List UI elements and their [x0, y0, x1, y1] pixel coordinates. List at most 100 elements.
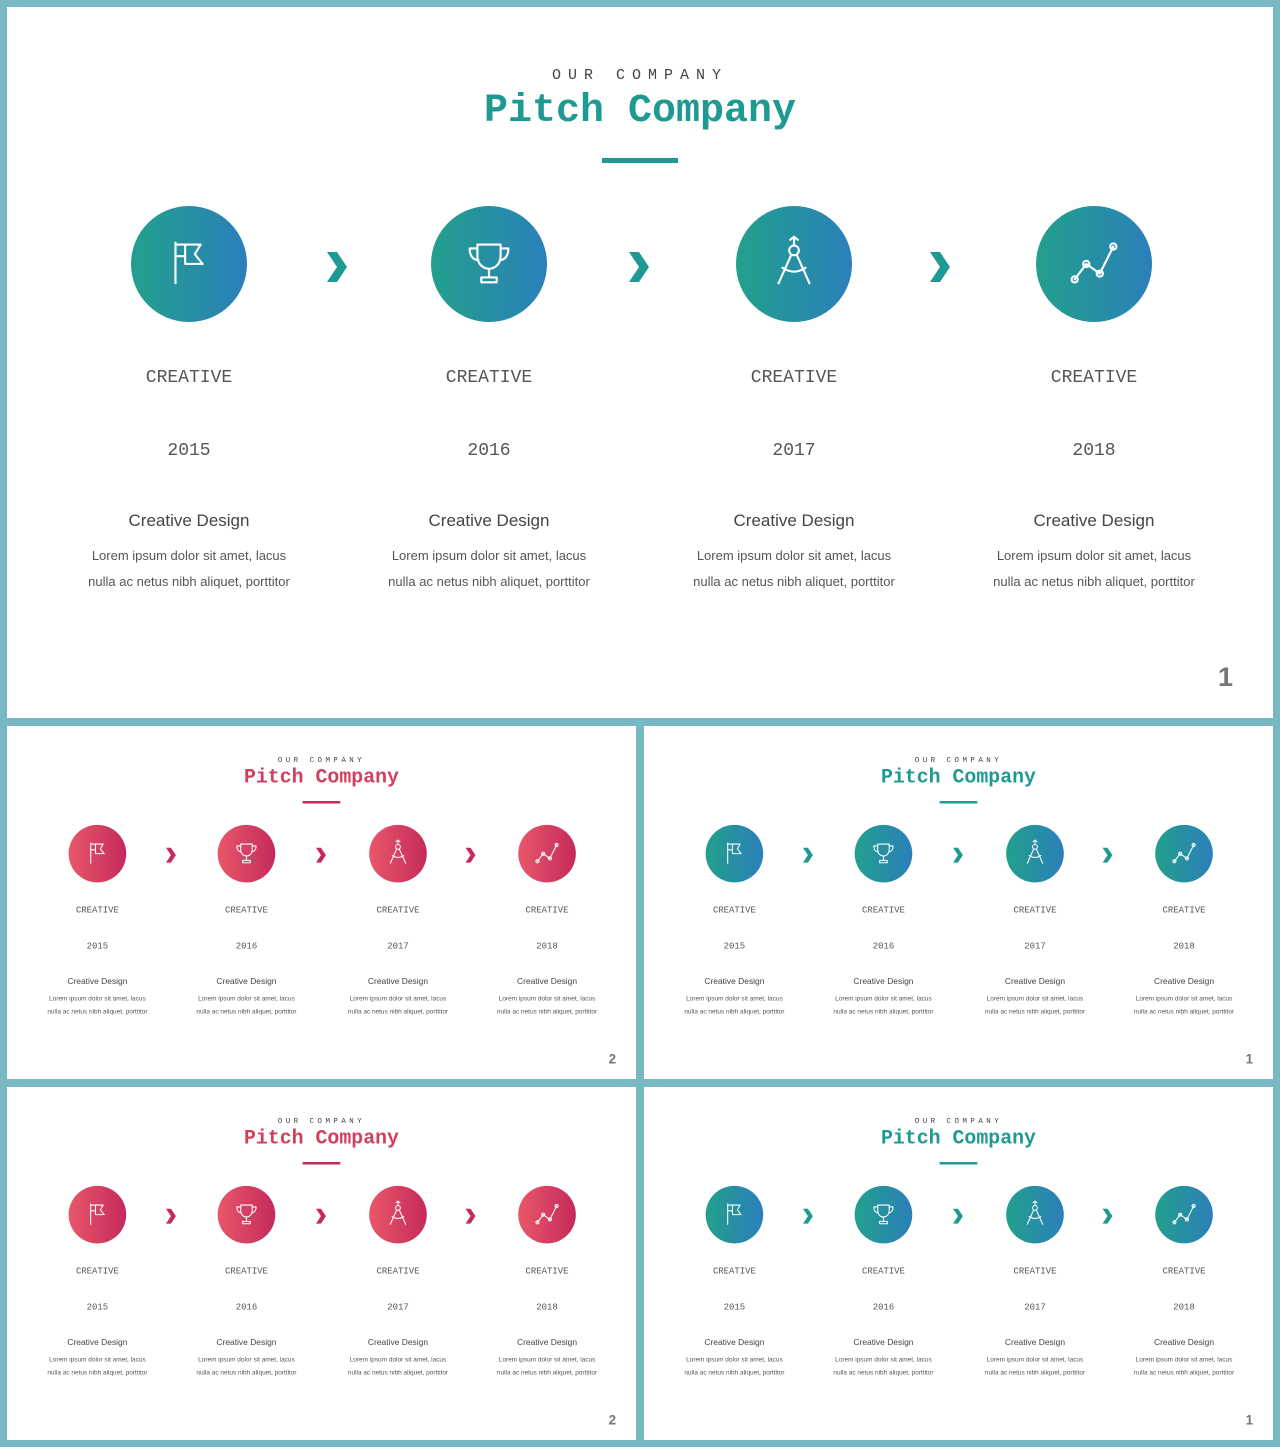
step-heading: Creative Design — [367, 976, 429, 986]
page-number: 1 — [1245, 1412, 1254, 1428]
slide-4[interactable]: OUR COMPANY Pitch Company CREATIVE 2015 C… — [7, 1087, 636, 1440]
title-underline — [602, 158, 678, 163]
step-description: Lorem ipsum dolor sit amet, lacus nulla … — [47, 1355, 148, 1377]
step-icon-circle — [705, 1185, 764, 1244]
flag-icon — [160, 233, 218, 296]
step-heading: Creative Design — [67, 1337, 128, 1347]
step-year: 2017 — [1024, 941, 1046, 952]
step-description: Lorem ipsum dolor sit amet, lacus nulla … — [1133, 1355, 1235, 1377]
step-heading: Creative Design — [67, 976, 128, 986]
step-label: CREATIVE — [861, 905, 905, 916]
timeline-step: CREATIVE 2017 Creative Design Lorem ipsu… — [960, 1185, 1109, 1379]
trophy-icon — [232, 838, 261, 869]
step-year: 2015 — [723, 941, 746, 952]
slide-content: OUR COMPANY Pitch Company CREATIVE 2015 C… — [644, 726, 1273, 1079]
slide-title: Pitch Company — [243, 766, 399, 790]
slide-kicker: OUR COMPANY — [277, 755, 366, 765]
chevron-right-icon — [802, 847, 813, 863]
step-label: CREATIVE — [1162, 905, 1206, 916]
step-icon-circle — [1006, 824, 1064, 883]
timeline-step: CREATIVE 2015 Creative Design Lorem ipsu… — [660, 824, 809, 1018]
chevron-right-icon — [465, 847, 476, 863]
line-chart-icon — [533, 838, 562, 869]
step-label: CREATIVE — [525, 905, 569, 916]
slide-5[interactable]: OUR COMPANY Pitch Company CREATIVE 2015 C… — [644, 1087, 1273, 1440]
chevron-right-icon — [327, 252, 347, 282]
trophy-icon — [232, 1199, 261, 1230]
slide-kicker: OUR COMPANY — [914, 1116, 1003, 1126]
step-year: 2016 — [235, 941, 258, 952]
step-description: Lorem ipsum dolor sit amet, lacus nulla … — [984, 1355, 1086, 1377]
title-underline — [939, 1162, 978, 1165]
slide-content: OUR COMPANY Pitch Company CREATIVE 2015 C… — [7, 1087, 636, 1440]
step-label: CREATIVE — [145, 368, 233, 388]
slide-2[interactable]: OUR COMPANY Pitch Company CREATIVE 2015 C… — [7, 726, 636, 1079]
step-icon-circle — [68, 1185, 127, 1244]
step-icon-circle — [369, 1185, 427, 1244]
chevron-right-icon — [465, 1208, 476, 1224]
flag-icon — [83, 1199, 112, 1230]
step-description: Lorem ipsum dolor sit amet, lacus nulla … — [47, 994, 148, 1016]
step-icon-circle — [431, 206, 547, 322]
step-year: 2016 — [872, 941, 895, 952]
step-icon-circle — [1036, 206, 1152, 322]
step-label: CREATIVE — [1162, 1266, 1206, 1277]
step-label: CREATIVE — [1013, 905, 1057, 916]
step-heading: Creative Design — [1004, 1337, 1066, 1347]
chevron-right-icon — [316, 847, 326, 863]
timeline-step: CREATIVE 2015 Creative Design Lorem ipsu… — [660, 1185, 809, 1379]
step-year: 2018 — [1173, 941, 1195, 952]
step-heading: Creative Design — [853, 976, 914, 986]
step-description: Lorem ipsum dolor sit amet, lacus nulla … — [196, 994, 297, 1016]
slide-title: Pitch Company — [880, 766, 1036, 790]
step-year: 2016 — [872, 1302, 895, 1313]
title-underline — [302, 1162, 341, 1165]
line-chart-icon — [1170, 838, 1199, 869]
step-heading: Creative Design — [704, 1337, 765, 1347]
timeline-step: CREATIVE 2018 Creative Design Lorem ipsu… — [1110, 1185, 1259, 1379]
timeline-step: CREATIVE 2017 Creative Design Lorem ipsu… — [960, 824, 1109, 1018]
step-label: CREATIVE — [224, 1266, 268, 1277]
step-year: 2015 — [723, 1302, 746, 1313]
step-description: Lorem ipsum dolor sit amet, lacus nulla … — [496, 1355, 598, 1377]
step-label: CREATIVE — [75, 1266, 119, 1277]
step-heading: Creative Design — [1153, 1337, 1215, 1347]
compass-icon — [384, 1199, 413, 1230]
slide-1[interactable]: OUR COMPANY Pitch Company CREATIVE 2015 C… — [7, 7, 1273, 718]
step-label: CREATIVE — [224, 905, 268, 916]
step-year: 2016 — [235, 1302, 258, 1313]
step-heading: Creative Design — [1153, 976, 1215, 986]
chevron-right-icon — [953, 847, 963, 863]
slide-title: Pitch Company — [483, 89, 797, 134]
step-heading: Creative Design — [704, 976, 765, 986]
slide-content: OUR COMPANY Pitch Company CREATIVE 2015 C… — [644, 1087, 1273, 1440]
slide-3[interactable]: OUR COMPANY Pitch Company CREATIVE 2015 C… — [644, 726, 1273, 1079]
timeline-step: CREATIVE 2016 Creative Design Lorem ipsu… — [339, 206, 639, 595]
timeline-step: CREATIVE 2017 Creative Design Lorem ipsu… — [323, 1185, 472, 1379]
timeline-step: CREATIVE 2015 Creative Design Lorem ipsu… — [39, 206, 339, 595]
step-year: 2015 — [86, 1302, 109, 1313]
step-description: Lorem ipsum dolor sit amet, lacus nulla … — [196, 1355, 297, 1377]
step-icon-circle — [854, 824, 913, 883]
step-year: 2016 — [467, 441, 511, 461]
timeline-step: CREATIVE 2016 Creative Design Lorem ipsu… — [172, 1185, 321, 1379]
step-heading: Creative Design — [216, 1337, 277, 1347]
step-year: 2018 — [536, 1302, 558, 1313]
step-year: 2018 — [536, 941, 558, 952]
step-label: CREATIVE — [75, 905, 119, 916]
slide-content: OUR COMPANY Pitch Company CREATIVE 2015 C… — [7, 7, 1273, 718]
trophy-icon — [460, 233, 518, 296]
step-year: 2017 — [387, 941, 409, 952]
chevron-right-icon — [1102, 847, 1113, 863]
timeline-step: CREATIVE 2018 Creative Design Lorem ipsu… — [944, 206, 1244, 595]
timeline-step: CREATIVE 2016 Creative Design Lorem ipsu… — [172, 824, 321, 1018]
chevron-right-icon — [953, 1208, 963, 1224]
page-number: 1 — [1245, 1051, 1254, 1067]
step-icon-circle — [131, 206, 247, 322]
timeline-step: CREATIVE 2016 Creative Design Lorem ipsu… — [809, 1185, 958, 1379]
step-icon-circle — [68, 824, 127, 883]
flag-icon — [83, 838, 112, 869]
step-label: CREATIVE — [712, 905, 756, 916]
line-chart-icon — [1065, 233, 1123, 296]
step-icon-circle — [1155, 1185, 1213, 1244]
